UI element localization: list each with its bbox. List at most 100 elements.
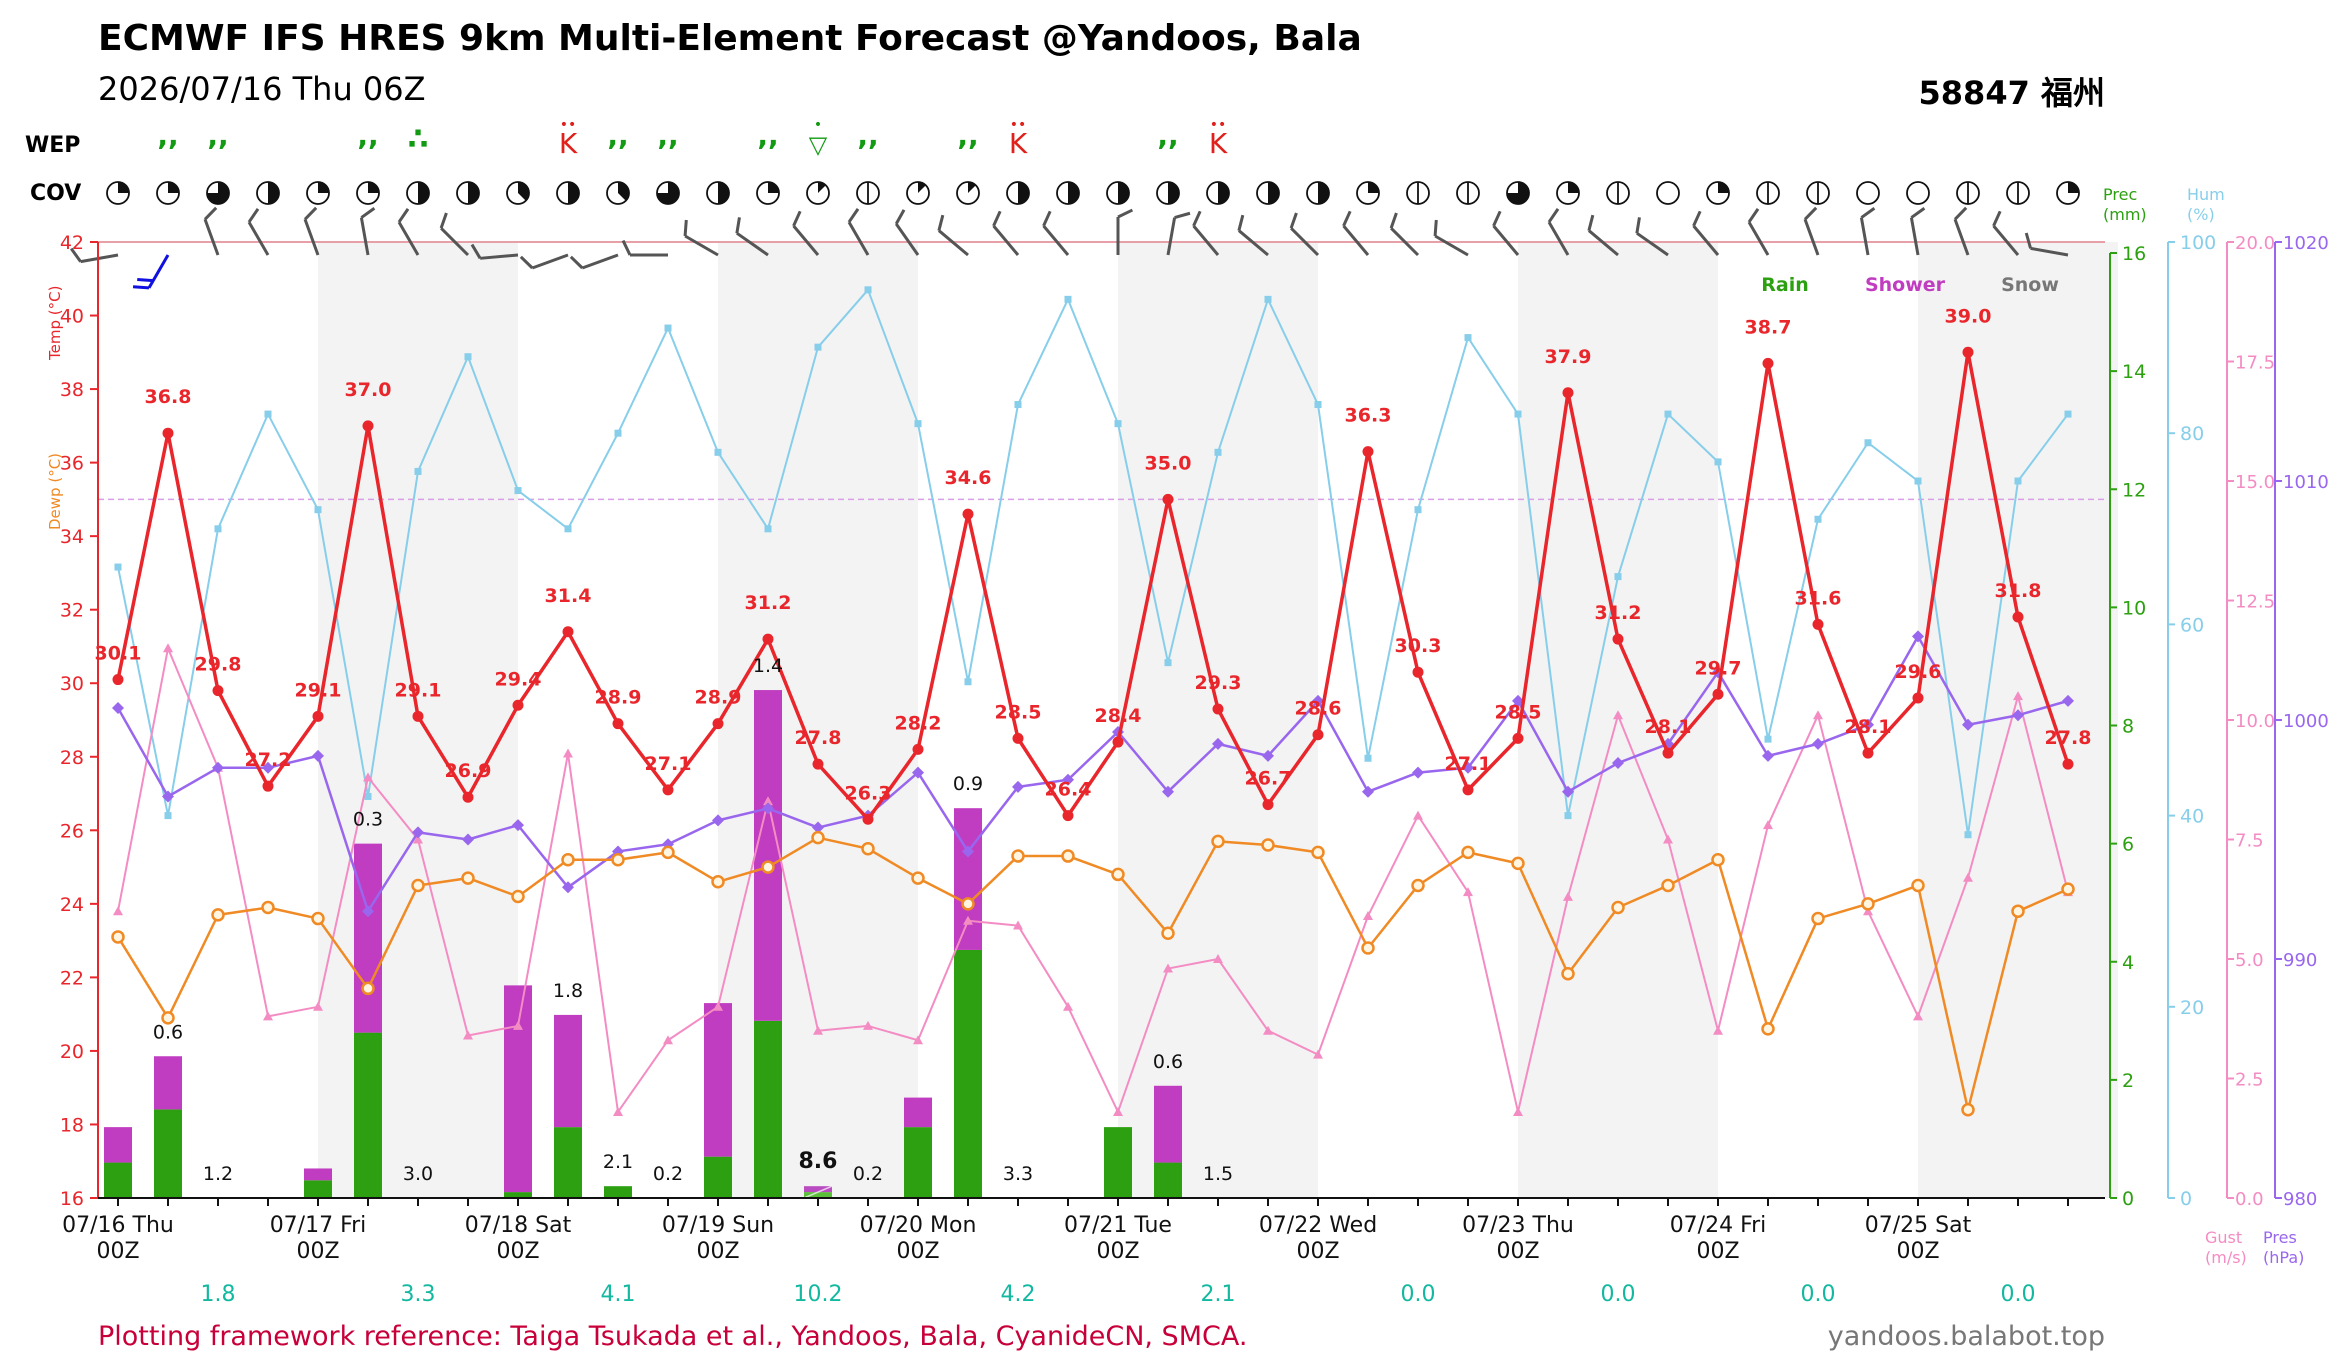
thunderstorm-dots-icon: •• <box>560 117 577 133</box>
gust-point <box>313 1001 323 1011</box>
cloud-cover-fill <box>618 182 629 201</box>
temperature-value-label: 28.2 <box>895 712 942 734</box>
cloud-cover-fill <box>418 182 429 204</box>
bar-rain <box>604 1186 632 1198</box>
gust-tick-label: 20.0 <box>2235 233 2275 254</box>
cloud-cover-fill <box>718 182 729 204</box>
pressure-point <box>1462 761 1474 774</box>
pressure-point <box>1912 630 1924 643</box>
day-date-label: 07/23 Thu <box>1462 1213 1574 1238</box>
humidity-point <box>1064 295 1072 303</box>
precip-value-label: 0.6 <box>153 1021 183 1043</box>
pressure-point <box>1962 718 1974 731</box>
pres-tick-label: 1020 <box>2283 233 2329 254</box>
wind-barb-shaft <box>937 229 969 257</box>
temperature-value-label: 39.0 <box>1945 305 1992 327</box>
gust-point <box>1313 1049 1323 1059</box>
humidity-point <box>1864 439 1872 447</box>
wind-barb-shaft <box>581 253 619 270</box>
wind-barb-shaft <box>203 218 220 256</box>
temperature-point <box>862 813 874 825</box>
prec-tick-label: 16 <box>2122 243 2146 265</box>
precip-value-label: 0.3 <box>353 809 383 831</box>
cloud-cover-fill <box>768 182 779 193</box>
legend-snow: Snow <box>2001 274 2059 296</box>
gust-point <box>863 1020 873 1030</box>
gust-point <box>463 1030 473 1040</box>
temp-tick-label: 34 <box>60 526 84 548</box>
dewpoint-point <box>111 930 125 944</box>
temperature-value-label: 28.5 <box>1495 701 1542 723</box>
day-date-label: 07/22 Wed <box>1259 1213 1377 1238</box>
gust-point <box>363 772 373 782</box>
pressure-point <box>2062 694 2074 707</box>
wind-barb-flag <box>1635 217 1641 234</box>
temperature-value-label: 27.2 <box>245 749 292 771</box>
bar-shower <box>354 843 382 1033</box>
pres-tick-label: 1010 <box>2283 472 2329 493</box>
wind-barb-flag <box>1433 219 1438 237</box>
wind-barb-flag <box>1342 210 1352 227</box>
pressure-point <box>1062 773 1074 786</box>
dewpoint-point <box>411 878 425 893</box>
wind-barb-shaft <box>1803 218 1820 256</box>
temperature-point <box>362 420 374 432</box>
wind-barb-shaft <box>894 223 920 256</box>
wind-barb-shaft <box>1434 234 1469 257</box>
wind-barb-shaft <box>1747 221 1770 256</box>
pressure-point <box>1562 785 1574 798</box>
temperature-point <box>512 699 524 711</box>
bar-shower <box>804 1186 832 1193</box>
pressure-point <box>962 845 974 858</box>
precip-value-label: 1.4 <box>753 655 783 677</box>
wind-barb-flag <box>683 219 688 237</box>
bar-rain <box>304 1180 332 1198</box>
gust-point <box>1613 710 1623 720</box>
temp-tick-label: 28 <box>60 747 84 769</box>
bar-rain <box>904 1127 932 1198</box>
gust-tick-label: 17.5 <box>2235 353 2275 374</box>
temperature-point <box>1712 688 1724 700</box>
gust-axis-label: Gust <box>2205 1228 2242 1247</box>
cloud-cover-fill <box>368 182 379 193</box>
cloud-cover-fill <box>1368 182 1379 193</box>
dewpoint-point <box>1711 852 1725 867</box>
day-hour-label: 00Z <box>1496 1239 1539 1264</box>
dewpoint-point <box>461 871 475 885</box>
temperature-value-label: 27.1 <box>645 753 692 775</box>
temperature-value-label: 34.6 <box>945 467 992 489</box>
wind-barb-flag <box>1747 208 1760 223</box>
chart-subtitle: 2026/07/16 Thu 06Z <box>98 70 426 108</box>
temperature-point <box>1512 732 1524 744</box>
temperature-point <box>1362 446 1374 458</box>
day-precip-total: 0.0 <box>1801 1282 1836 1307</box>
pressure-point <box>312 749 324 762</box>
precip-value-label: 0.2 <box>853 1163 883 1185</box>
rain-icon: ,, <box>957 119 978 152</box>
gust-point <box>963 915 973 925</box>
hum-tick-label: 20 <box>2180 997 2204 1019</box>
temperature-point <box>1912 692 1924 704</box>
cloud-cover-fill <box>818 182 826 193</box>
wind-barb-flag <box>1117 208 1134 219</box>
legend-shower: Shower <box>1865 274 1946 296</box>
humidity-point <box>1464 334 1472 342</box>
temp-tick-label: 20 <box>60 1041 84 1063</box>
pressure-point <box>1212 737 1224 750</box>
gust-point <box>1663 834 1673 844</box>
wind-barb-flag <box>132 285 150 290</box>
cloud-cover-fill <box>1118 182 1129 204</box>
temperature-point <box>262 780 274 792</box>
pres-axis-unit: (hPa) <box>2263 1248 2304 1267</box>
dewpoint-point <box>711 875 725 889</box>
temperature-point <box>1312 729 1324 741</box>
precip-value-label: 1.8 <box>553 980 583 1002</box>
dewpoint-point <box>211 908 225 922</box>
prec-tick-label: 2 <box>2122 1070 2134 1092</box>
temperature-value-label: 28.4 <box>1095 705 1142 727</box>
prec-axis-unit: (mm) <box>2103 205 2147 224</box>
day-precip-total: 3.3 <box>401 1282 436 1307</box>
wind-barb-flag <box>519 255 534 270</box>
wind-barb-flag <box>2024 232 2033 249</box>
